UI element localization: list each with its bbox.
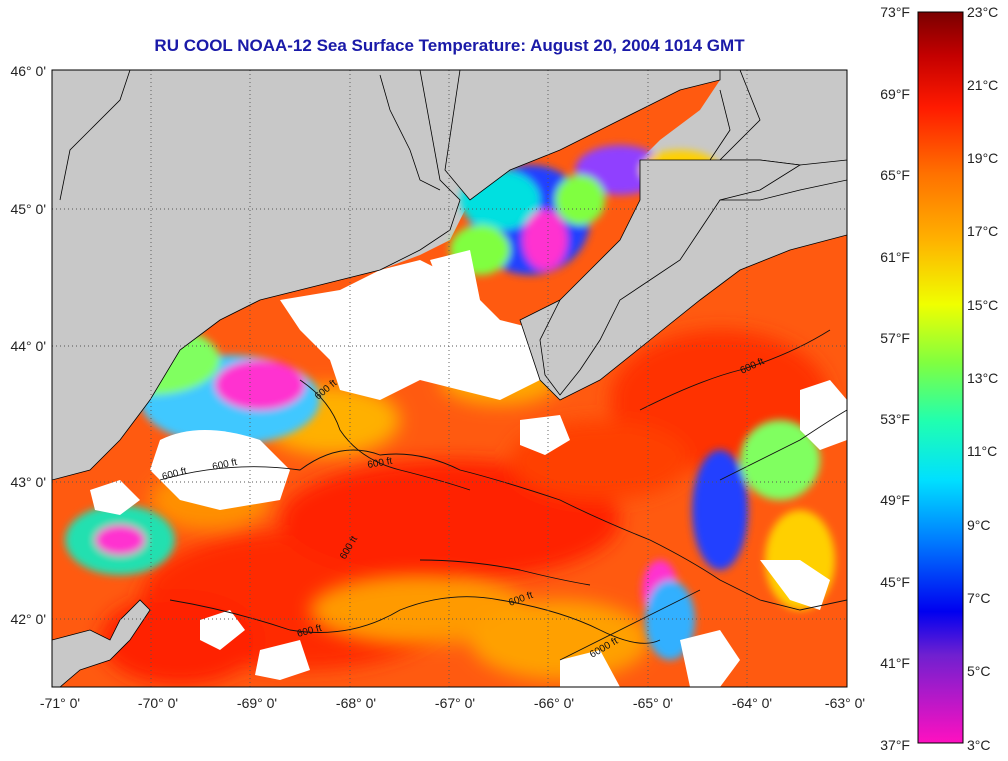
colorbar-c-label: 15°C [967,297,998,313]
colorbar-f-label: 69°F [880,86,910,102]
colorbar-c-label: 23°C [967,4,998,20]
lon-tick-label: -69° 0' [237,695,277,711]
depth-contours [159,329,847,661]
lon-axis: -71° 0' -70° 0' -69° 0' -68° 0' -67° 0' … [40,695,865,711]
colorbar-c-label: 17°C [967,223,998,239]
colorbar-f-label: 37°F [880,737,910,753]
graticule [52,70,847,687]
lat-tick-label: 42° 0' [10,611,46,627]
colorbar-c-label: 7°C [967,590,991,606]
colorbar-c-label: 11°C [967,443,997,459]
lon-tick-label: -64° 0' [732,695,772,711]
colorbar-f-label: 45°F [880,574,910,590]
coastline [52,70,847,687]
colorbar-c-label: 9°C [967,517,991,533]
lon-tick-label: -65° 0' [633,695,673,711]
colorbar-f-label: 53°F [880,411,910,427]
colorbar-celsius-labels: 23°C 21°C 19°C 17°C 15°C 13°C 11°C 9°C 7… [967,4,998,753]
cloud-mask [90,250,847,687]
warm-core-region [100,330,830,685]
colorbar-f-label: 57°F [880,330,910,346]
lon-tick-label: -63° 0' [825,695,865,711]
lon-tick-label: -70° 0' [138,695,178,711]
lon-tick-label: -68° 0' [336,695,376,711]
lat-tick-label: 43° 0' [10,474,46,490]
colorbar-fahrenheit-labels: 73°F 69°F 65°F 61°F 57°F 53°F 49°F 45°F … [880,4,910,753]
contour-label: 600 ft [211,457,238,473]
map-frame [51,69,848,688]
map-title: RU COOL NOAA-12 Sea Surface Temperature:… [154,36,745,55]
lon-tick-label: -66° 0' [534,695,574,711]
colorbar [917,11,964,744]
colorbar-c-label: 19°C [967,150,998,166]
colorbar-f-label: 41°F [880,655,910,671]
colorbar-f-label: 61°F [880,249,910,265]
lat-tick-label: 44° 0' [10,338,46,354]
colorbar-f-label: 73°F [880,4,910,20]
lat-tick-label: 45° 0' [10,201,46,217]
lon-tick-label: -67° 0' [435,695,475,711]
lat-axis: 46° 0' 45° 0' 44° 0' 43° 0' 42° 0' [10,63,46,627]
colorbar-f-label: 49°F [880,492,910,508]
colorbar-c-label: 13°C [967,370,998,386]
colorbar-c-label: 5°C [967,663,991,679]
colorbar-c-label: 3°C [967,737,991,753]
map-area: 600 ft 600 ft 600 ft 600 ft 600 ft 600 f… [52,70,847,687]
lat-tick-label: 46° 0' [10,63,46,79]
contour-label: 600 ft [367,456,394,471]
colorbar-c-label: 21°C [967,77,998,93]
colorbar-f-label: 65°F [880,167,910,183]
lon-tick-label: -71° 0' [40,695,80,711]
